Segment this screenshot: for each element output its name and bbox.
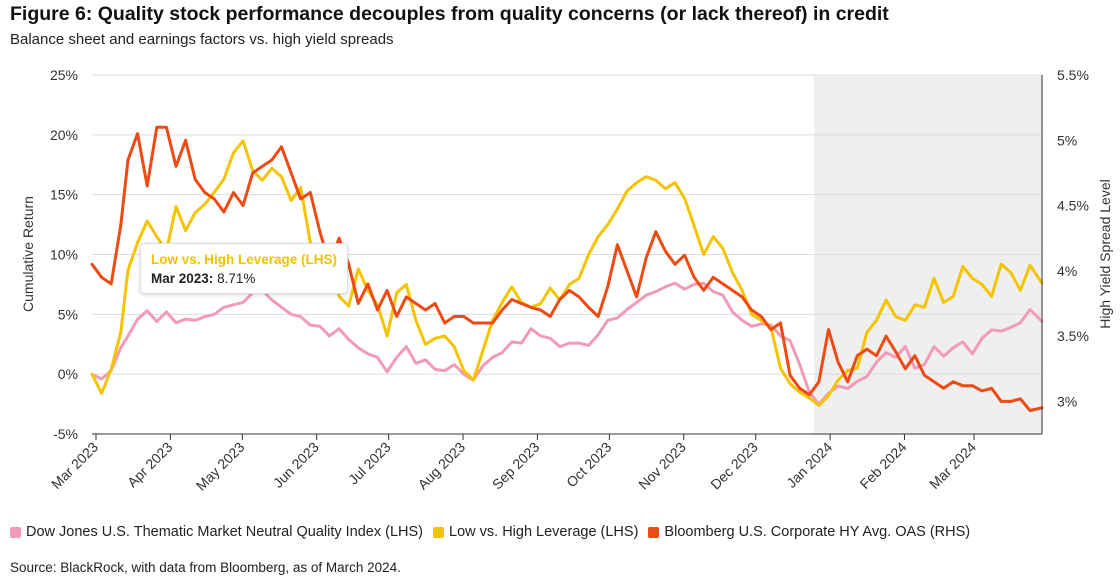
tooltip-value: 8.71%	[217, 271, 256, 286]
series-line-quality	[90, 281, 1044, 406]
y-tick-label-right: 5%	[1057, 132, 1077, 148]
line-chart: 25% 20% 15% 10% 5% 0% -5% 5.5% 5% 4.5% 4% 3.5% 3% Mar…	[20, 67, 1113, 494]
x-tick-label: Dec 2023	[707, 439, 761, 493]
y-axis-title-right: High Yield Spread Level	[1097, 179, 1113, 328]
x-tick-label: Sep 2023	[489, 439, 543, 493]
x-tick-label: Jul 2023	[345, 439, 394, 488]
y-tick-label-left: 10%	[50, 247, 78, 263]
y-tick-label-right: 3%	[1057, 393, 1077, 409]
tooltip-body: Mar 2023: 8.71%	[151, 271, 337, 286]
series-lines	[90, 125, 1044, 412]
x-tick-label: Mar 2023	[48, 439, 101, 492]
legend: Dow Jones U.S. Thematic Market Neutral Q…	[10, 524, 980, 540]
y-tick-label-right: 3.5%	[1057, 328, 1089, 344]
y-tick-label-right: 4.5%	[1057, 198, 1089, 214]
legend-item-quality[interactable]: Dow Jones U.S. Thematic Market Neutral Q…	[10, 524, 423, 540]
tooltip-series: Low vs. High Leverage (LHS)	[151, 252, 338, 267]
x-tick-label: May 2023	[193, 439, 248, 494]
legend-swatch-quality	[10, 526, 21, 538]
tooltip: Low vs. High Leverage (LHS) Mar 2023: 8.…	[140, 243, 349, 294]
legend-swatch-leverage	[433, 526, 445, 538]
x-tick-label: Aug 2023	[414, 439, 468, 493]
y-tick-label-right: 4%	[1057, 263, 1077, 279]
x-tick-label: Jan 2024	[783, 439, 835, 491]
y-tick-label-left: 20%	[50, 127, 78, 143]
x-tick-label: Oct 2023	[563, 439, 615, 491]
legend-item-oas[interactable]: Bloomberg U.S. Corporate HY Avg. OAS (RH…	[648, 524, 970, 540]
x-tick-label: Jun 2023	[270, 439, 322, 491]
legend-label-quality: Dow Jones U.S. Thematic Market Neutral Q…	[26, 524, 424, 540]
y-tick-label-left: 0%	[58, 366, 78, 382]
x-tick-label: Feb 2024	[856, 439, 909, 492]
x-tick-label: Apr 2023	[124, 439, 176, 491]
y-tick-label-left: 5%	[58, 306, 78, 322]
legend-label-leverage: Low vs. High Leverage (LHS)	[449, 524, 639, 540]
y-tick-label-left: 25%	[50, 67, 78, 83]
chart-title: Figure 6: Quality stock performance deco…	[10, 3, 889, 25]
y-tick-label-right: 5.5%	[1057, 67, 1089, 83]
tooltip-date: Mar 2023:	[151, 271, 214, 286]
series-line-leverage	[90, 139, 1044, 407]
x-tick-label: Nov 2023	[635, 439, 689, 493]
legend-swatch-oas	[648, 526, 660, 538]
x-tick-label: Mar 2024	[926, 439, 979, 492]
series-line-oas	[90, 125, 1044, 412]
source-note: Source: BlackRock, with data from Bloomb…	[10, 560, 401, 575]
legend-item-leverage[interactable]: Low vs. High Leverage (LHS)	[433, 524, 638, 540]
y-tick-label-left: -5%	[53, 426, 78, 442]
y-axis-title-left: Cumulative Return	[20, 196, 36, 312]
legend-label-oas: Bloomberg U.S. Corporate HY Avg. OAS (RH…	[664, 524, 971, 540]
y-tick-label-left: 15%	[50, 187, 78, 203]
chart-subtitle: Balance sheet and earnings factors vs. h…	[10, 31, 394, 48]
